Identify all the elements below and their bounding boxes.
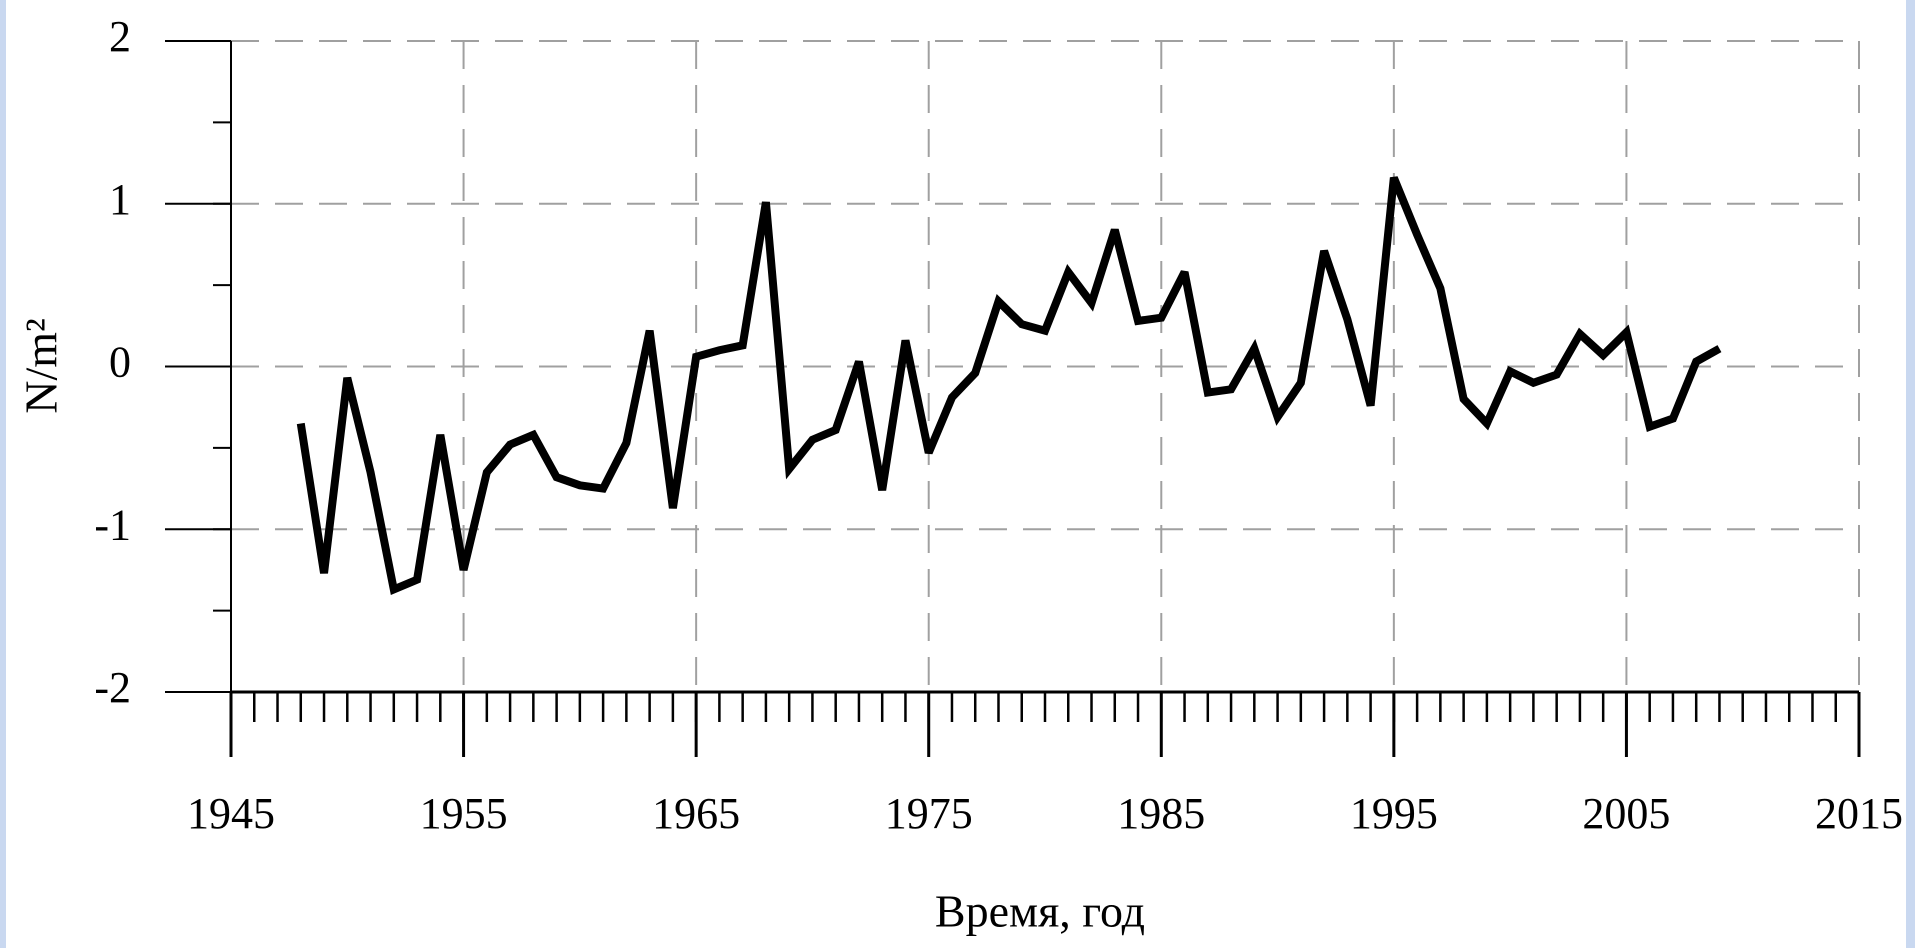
plot-background — [6, 0, 1906, 948]
x-tick-label: 2005 — [1582, 789, 1670, 838]
data-line — [296, 176, 1722, 596]
x-tick-label: 1955 — [420, 789, 508, 838]
x-axis-label: Время, год — [935, 886, 1145, 937]
y-axis-label: N/m² — [16, 318, 67, 414]
x-tick-label: 1985 — [1117, 789, 1205, 838]
y-tick-label: -1 — [94, 500, 131, 549]
y-tick-label: 0 — [109, 338, 131, 387]
y-tick-label: 2 — [109, 12, 131, 61]
x-tick-label: 2015 — [1815, 789, 1903, 838]
x-tick-label: 1945 — [187, 789, 275, 838]
x-tick-label: 1975 — [885, 789, 973, 838]
x-tick-label: 1995 — [1350, 789, 1438, 838]
y-tick-label: -2 — [94, 663, 131, 712]
x-tick-label: 1965 — [652, 789, 740, 838]
y-tick-label: 1 — [109, 175, 131, 224]
